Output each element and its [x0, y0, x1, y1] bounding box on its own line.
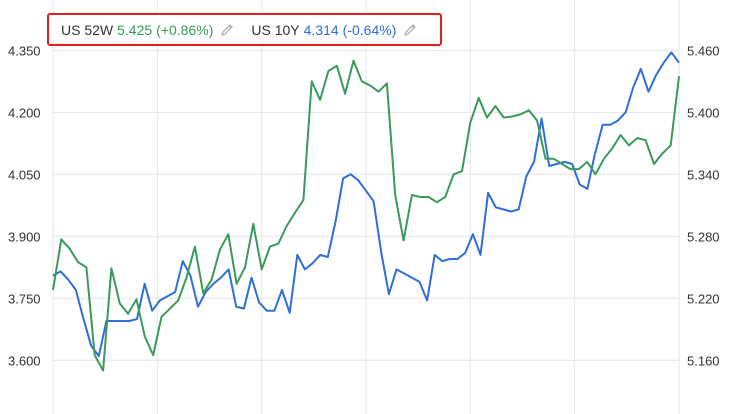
- right-tick-label: 5.280: [687, 229, 720, 244]
- right-tick-label: 5.160: [687, 353, 720, 368]
- left-tick-label: 3.750: [8, 291, 41, 306]
- right-axis: 5.460 5.400 5.340 5.280 5.220 5.160: [687, 43, 720, 368]
- legend: US 52W 5.425 (+0.86%) US 10Y 4.314 (-0.6…: [47, 13, 442, 46]
- right-tick-label: 5.400: [687, 105, 720, 120]
- legend-value: 4.314: [303, 21, 339, 38]
- left-tick-label: 4.050: [8, 167, 41, 182]
- legend-value: 5.425: [117, 21, 153, 38]
- left-tick-label: 3.600: [8, 353, 41, 368]
- series-line-us-10y: [52, 51, 680, 358]
- chart-grid: [52, 0, 680, 414]
- legend-name: US 10Y: [251, 21, 300, 38]
- legend-name: US 52W: [61, 21, 114, 38]
- right-tick-label: 5.460: [687, 43, 720, 58]
- pencil-icon[interactable]: [402, 22, 418, 38]
- left-tick-label: 3.900: [8, 229, 41, 244]
- left-tick-label: 4.200: [8, 105, 41, 120]
- legend-item-us-10y[interactable]: US 10Y 4.314 (-0.64%): [251, 22, 418, 38]
- left-axis: 4.350 4.200 4.050 3.900 3.750 3.600: [8, 43, 41, 368]
- series-layer: [52, 51, 680, 372]
- pencil-icon[interactable]: [219, 22, 235, 38]
- right-tick-label: 5.340: [687, 167, 720, 182]
- legend-item-us-52w[interactable]: US 52W 5.425 (+0.86%): [61, 22, 235, 38]
- legend-change: (-0.64%): [342, 21, 397, 38]
- left-tick-label: 4.350: [8, 43, 41, 58]
- right-tick-label: 5.220: [687, 291, 720, 306]
- legend-change: (+0.86%): [156, 21, 214, 38]
- series-line-us-52w: [52, 59, 680, 372]
